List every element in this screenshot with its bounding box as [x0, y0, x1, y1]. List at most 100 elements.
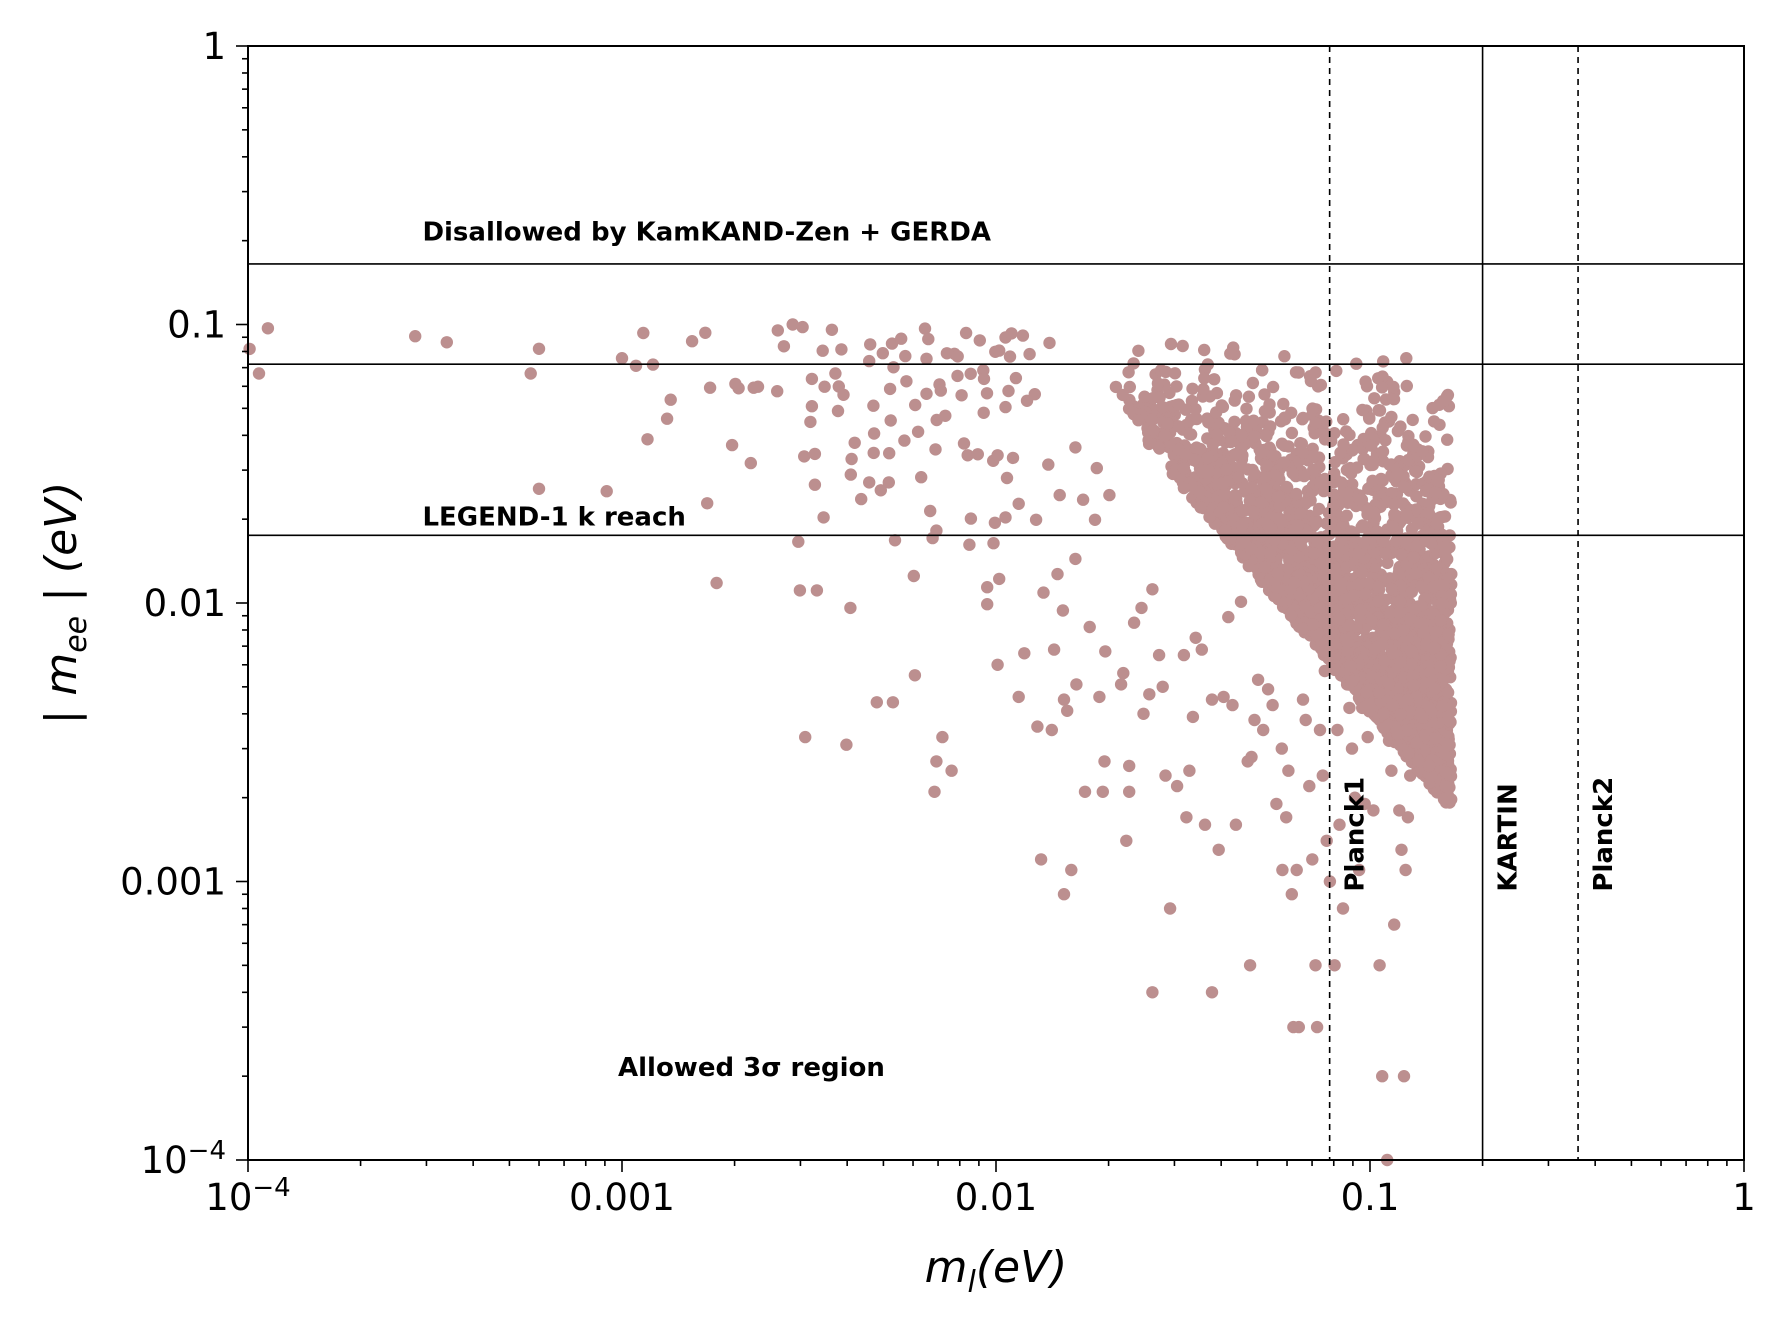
- scatter-point: [1135, 601, 1148, 615]
- x-axis-title: ml(eV): [925, 1242, 1068, 1300]
- scatter-point: [664, 393, 677, 406]
- scatter-point: [1314, 476, 1327, 489]
- scatter-point: [1395, 843, 1408, 856]
- scatter-point: [1436, 597, 1449, 610]
- scatter-point: [1166, 467, 1180, 481]
- scatter-point: [1430, 517, 1444, 530]
- scatter-point: [1399, 863, 1412, 877]
- scatter-point: [1069, 552, 1082, 566]
- scatter-point: [600, 485, 613, 498]
- scatter-point: [1189, 631, 1202, 644]
- scatter-point: [1394, 548, 1408, 561]
- scatter-point: [1303, 779, 1316, 793]
- scatter-point: [1198, 343, 1211, 357]
- scatter-point: [786, 318, 799, 331]
- scatter-point: [1405, 658, 1418, 671]
- scatter-point: [1285, 888, 1299, 901]
- scatter-point: [1436, 699, 1449, 713]
- scatter-point: [1360, 686, 1373, 699]
- tick-labels: 10−4 0.001 0.01 0.1 1 10−4 0.001 0.01 0.1 1: [120, 25, 1756, 1219]
- scatter-point: [1217, 690, 1230, 704]
- scatter-point: [1202, 416, 1215, 429]
- scatter-point: [1296, 411, 1310, 425]
- scatter-point: [1185, 394, 1199, 408]
- scatter-point: [1425, 705, 1438, 718]
- scatter-point: [1354, 493, 1367, 506]
- scatter-point: [1274, 415, 1288, 428]
- scatter-point: [1358, 587, 1372, 601]
- scatter-point: [1340, 463, 1354, 477]
- scatter-point: [922, 332, 935, 346]
- scatter-point: [882, 476, 895, 489]
- scatter-point: [1201, 451, 1215, 465]
- scatter-point: [1156, 680, 1169, 693]
- scatter-point: [1246, 376, 1260, 390]
- scatter-point: [1176, 339, 1189, 353]
- scatter-point: [1177, 462, 1191, 475]
- annotations: Disallowed by KamKAND-Zen + GERDA LEGEND-…: [422, 218, 991, 1083]
- scatter-point: [1334, 446, 1347, 459]
- scatter-point: [1318, 433, 1332, 446]
- scatter-point: [1328, 456, 1342, 469]
- scatter-point: [1439, 766, 1453, 779]
- scatter-point: [1393, 595, 1407, 608]
- scatter-point: [908, 669, 922, 682]
- scatter-point: [884, 414, 897, 427]
- scatter-point: [1098, 755, 1111, 768]
- scatter-point: [1005, 327, 1018, 340]
- scatter-point: [1388, 918, 1401, 931]
- scatter-point: [1186, 710, 1200, 724]
- scatter-point: [725, 438, 739, 452]
- scatter-point: [1313, 602, 1326, 615]
- scatter-point: [1053, 488, 1066, 502]
- scatter-point: [829, 367, 842, 380]
- scatter-point: [1286, 466, 1299, 480]
- scatter-point: [1312, 502, 1326, 516]
- scatter-point: [1400, 379, 1414, 393]
- scatter-point: [1330, 364, 1343, 378]
- scatter-point: [1299, 713, 1312, 727]
- scatter-point: [888, 534, 902, 547]
- scatter-point: [1390, 534, 1403, 548]
- scatter-point: [1376, 618, 1390, 631]
- scatter-point: [1415, 599, 1428, 612]
- scatter-point: [1429, 732, 1442, 745]
- scatter-point: [1327, 488, 1340, 501]
- scatter-point: [1193, 485, 1206, 498]
- scatter-point: [1427, 641, 1441, 655]
- scatter-point: [1244, 542, 1258, 555]
- scatter-point: [1229, 488, 1242, 502]
- x-tick-label: 1: [1732, 1176, 1756, 1219]
- scatter-point: [939, 409, 952, 422]
- scatter-point: [1159, 769, 1172, 782]
- scatter-point: [1368, 392, 1381, 405]
- scatter-point: [1261, 683, 1275, 696]
- scatter-point: [864, 338, 877, 351]
- scatter-point: [1343, 701, 1356, 715]
- scatter-point: [1243, 494, 1257, 508]
- scatter-point: [1416, 617, 1430, 630]
- scatter-point: [747, 381, 760, 394]
- scatter-point: [1012, 497, 1025, 510]
- scatter-point: [955, 389, 968, 402]
- scatter-point: [440, 336, 453, 349]
- scatter-point: [1061, 704, 1074, 717]
- scatter-point: [1313, 723, 1327, 737]
- scatter-point: [637, 326, 650, 340]
- scatter-point: [951, 369, 964, 383]
- scatter-point: [1410, 490, 1423, 503]
- scatter-point: [1205, 986, 1219, 999]
- scatter-point: [1177, 481, 1191, 495]
- scatter-point: [1255, 496, 1268, 510]
- scatter-point: [1253, 530, 1267, 544]
- scatter-point: [1236, 504, 1249, 517]
- scatter-point: [1254, 546, 1268, 559]
- scatter-point: [1328, 959, 1341, 972]
- scatter-point: [1335, 476, 1348, 489]
- scatter-point: [1256, 364, 1269, 377]
- scatter-point: [883, 382, 897, 396]
- scatter-point: [1437, 579, 1451, 592]
- scatter-point: [615, 352, 629, 365]
- scatter-point: [887, 361, 900, 374]
